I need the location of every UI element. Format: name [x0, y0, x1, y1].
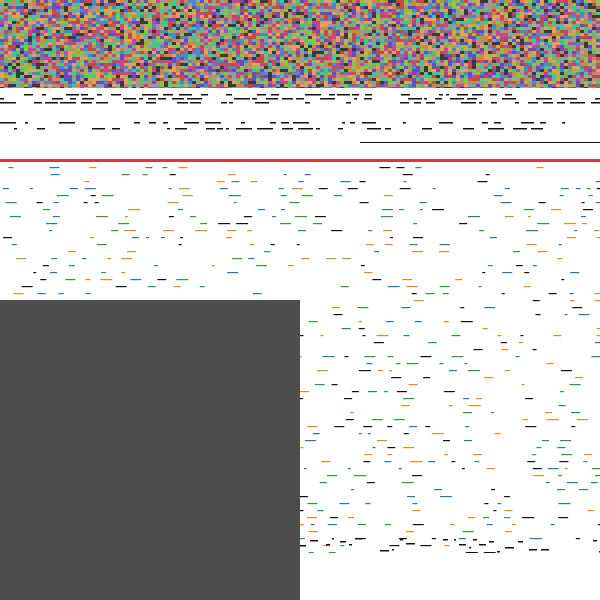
header-text-strip [0, 94, 600, 143]
overlay-panel [0, 300, 300, 600]
bottom-text-strip [300, 538, 600, 553]
accent-divider-bar [0, 159, 600, 162]
noise-texture-icon [0, 0, 600, 88]
accent-divider [0, 159, 600, 162]
